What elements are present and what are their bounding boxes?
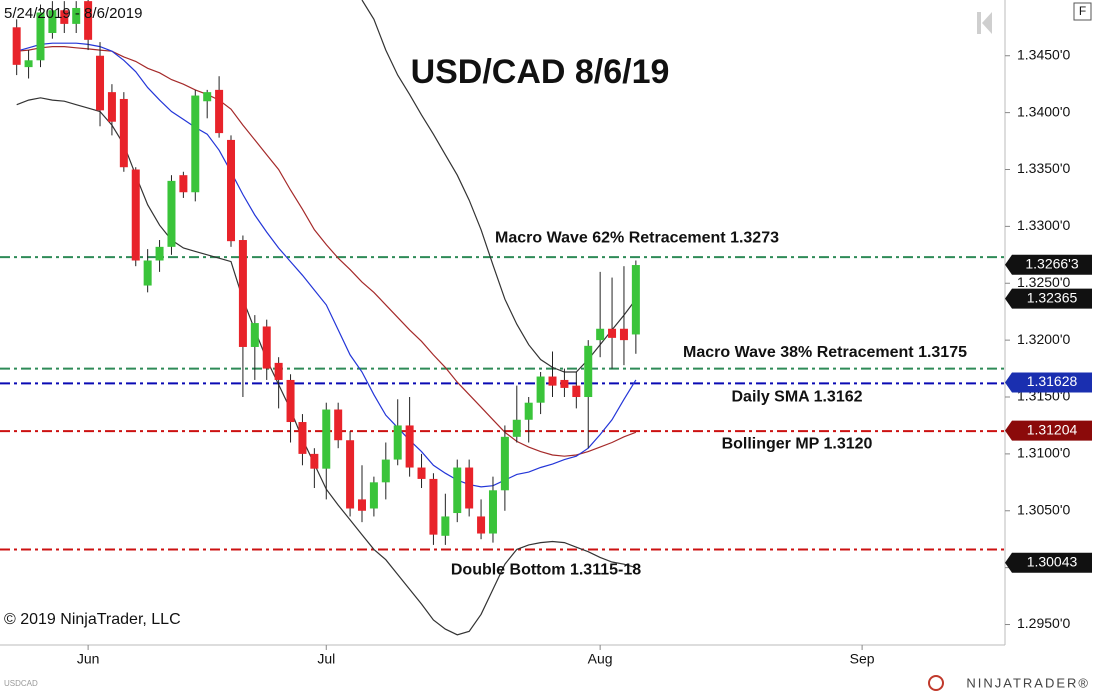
plot-area [0,0,1005,636]
candle-body [274,362,283,380]
candle-body [322,409,331,469]
price-marker [1005,372,1092,393]
candle-body [608,328,617,338]
level-label: Macro Wave 62% Retracement 1.3273 [495,229,779,246]
copyright: © 2019 NinjaTrader, LLC [4,611,181,628]
candle-body [560,379,569,388]
y-tick-label: 1.2950'0 [1017,615,1070,631]
candle-body [441,516,450,536]
brand-logo [928,675,944,691]
y-tick-label: 1.3200'0 [1017,331,1070,347]
candle-body [381,459,390,483]
candle-body [48,10,57,33]
candle-body [96,55,105,111]
candle-body [107,92,116,122]
scroll-icon-arrow[interactable] [982,12,992,34]
date-range: 5/24/2019 - 8/6/2019 [4,5,142,22]
y-tick-label: 1.3450'0 [1017,46,1070,62]
scroll-icon[interactable] [977,12,992,34]
candle-body [619,328,628,341]
candle-body [191,95,200,193]
candle-body [453,467,462,514]
candle-body [584,345,593,398]
corner-button-box[interactable] [1073,2,1092,21]
price-marker-label: 1.30043 [1027,553,1078,569]
candle-body [12,27,21,65]
price-marker [1005,254,1092,275]
candle-body [572,385,581,398]
price-marker-label: 1.31204 [1027,421,1078,437]
candle-body [238,240,247,347]
y-tick-label: 1.3350'0 [1017,160,1070,176]
corner-button[interactable]: F [1073,2,1092,21]
candle-body [72,7,81,24]
candle-body [286,379,295,423]
candle-body [631,265,640,335]
price-marker [1005,420,1092,441]
candle-body [143,260,152,286]
candle-body [393,425,402,460]
candle-body [417,467,426,479]
candle-body [477,516,486,534]
candle-body [215,89,224,134]
y-tick-label: 1.3400'0 [1017,103,1070,119]
candle-body [155,246,164,261]
corner-button-label[interactable]: F [1079,4,1086,18]
price-marker-label: 1.31628 [1027,373,1078,389]
candle-body [334,409,343,441]
y-tick-label: 1.3100'0 [1017,445,1070,461]
indicator-line [16,42,637,488]
level-label: Macro Wave 38% Retracement 1.3175 [683,344,967,361]
symbol: USDCAD [4,679,38,688]
y-tick-label: 1.3250'0 [1017,274,1070,290]
candle-body [524,402,533,420]
x-tick-label: Sep [850,651,875,667]
candle-body [596,328,605,341]
candle-body [131,169,140,261]
x-tick-label: Aug [588,651,613,667]
candle-body [512,419,521,437]
candle-body [227,139,236,242]
candle-body [357,499,366,511]
candle-body [179,175,188,193]
price-marker [1005,288,1092,309]
candle-body [465,467,474,509]
level-label: Double Bottom 1.3115-18 [451,562,641,579]
level-label: Bollinger MP 1.3120 [722,435,873,452]
candle-body [167,180,176,247]
candle-body [84,1,93,40]
indicator-line [16,97,637,636]
candle-body [488,490,497,534]
brand: NINJATRADER® [966,675,1090,690]
candle-body [500,436,509,491]
candle-body [24,60,33,68]
x-tick-label: Jul [317,651,335,667]
y-tick-label: 1.3300'0 [1017,217,1070,233]
chart-title: USD/CAD 8/6/19 [411,53,670,91]
candle-body [36,12,45,61]
candle-body [548,376,557,386]
price-marker-label: 1.3266'3 [1025,255,1078,271]
candle-body [346,440,355,509]
candle-body [369,482,378,509]
candle-body [429,478,438,535]
candle-body [119,98,128,168]
scroll-icon-bar[interactable] [977,12,981,34]
candle-body [536,376,545,403]
candle-body [203,92,212,102]
y-tick-label: 1.3050'0 [1017,501,1070,517]
candle-body [405,425,414,468]
candle-body [250,323,259,347]
indicator-line [16,46,637,457]
candle-body [262,326,271,369]
candle-body [310,453,319,469]
x-tick-label: Jun [77,651,100,667]
candle-body [60,10,69,24]
level-label: Daily SMA 1.3162 [731,389,862,406]
candle-body [298,422,307,454]
price-marker-label: 1.32365 [1027,289,1078,305]
price-marker [1005,552,1092,573]
